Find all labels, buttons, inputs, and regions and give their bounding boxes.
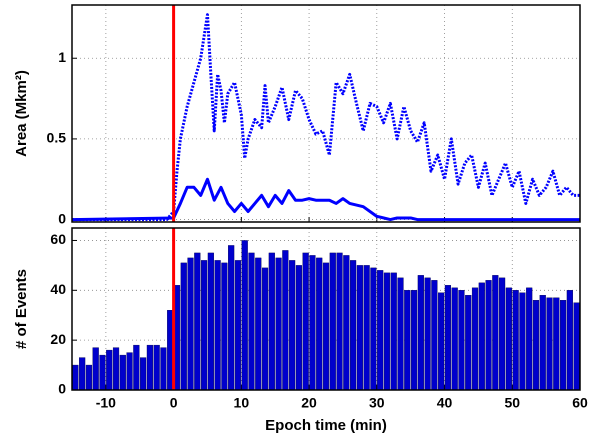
bar (377, 270, 384, 391)
plot-frame (71, 227, 581, 391)
bar (92, 347, 99, 391)
bar (458, 290, 465, 391)
bar (451, 287, 458, 391)
bar (72, 364, 79, 391)
bar (356, 265, 363, 391)
bar (471, 287, 479, 391)
bar (207, 252, 214, 391)
bar (397, 277, 404, 391)
bar (85, 364, 93, 391)
y-axis-label: Area (Mkm²) (13, 70, 30, 157)
y-tick-label: 1 (58, 49, 66, 65)
y-tick-label: 60 (50, 231, 66, 247)
bar (106, 349, 113, 391)
bar (485, 280, 492, 391)
line (71, 177, 580, 222)
bar (431, 280, 438, 391)
bar (275, 257, 282, 391)
bar (492, 275, 499, 391)
bar (140, 357, 147, 391)
y-tick-label: 40 (50, 281, 66, 297)
bar (329, 252, 336, 391)
bar (559, 300, 567, 391)
bar (79, 357, 86, 391)
bar (302, 252, 309, 391)
bar (370, 267, 377, 391)
bar (512, 290, 519, 391)
bar (126, 352, 133, 391)
bar (404, 290, 411, 391)
bar (383, 272, 391, 391)
x-tick-label: 30 (369, 395, 385, 411)
bar (417, 275, 424, 391)
bar (295, 265, 302, 391)
bar (282, 250, 289, 391)
bar (261, 267, 269, 391)
bar (519, 292, 526, 391)
bar (160, 347, 167, 391)
x-axis-label: Epoch time (min) (265, 417, 387, 434)
y-tick-label: 0.5 (47, 130, 67, 146)
bar (546, 297, 553, 391)
bar (322, 262, 330, 391)
bar (228, 245, 235, 391)
x-tick-label: -10 (96, 395, 116, 411)
bar (363, 265, 370, 391)
y-tick-label: 0 (58, 381, 66, 397)
bar (268, 252, 275, 391)
bar (289, 260, 296, 391)
bar (316, 257, 323, 391)
bar (112, 347, 120, 391)
bar (424, 277, 431, 391)
x-tick-label: 50 (504, 395, 520, 411)
bar (438, 292, 445, 391)
bar (119, 354, 126, 391)
x-tick-label: 0 (170, 395, 178, 411)
bar (336, 252, 343, 391)
bar (194, 252, 201, 391)
bar (309, 255, 316, 391)
bar (573, 302, 580, 391)
bar (505, 287, 512, 391)
line (72, 13, 580, 222)
bar (444, 285, 452, 391)
bar (241, 240, 248, 391)
bar (566, 290, 573, 391)
bar (343, 255, 350, 391)
y-tick-label: 0 (58, 210, 66, 226)
bar (553, 297, 560, 391)
x-tick-label: 10 (234, 395, 250, 411)
x-tick-label: 60 (572, 395, 588, 411)
bar (526, 287, 533, 391)
bar (499, 277, 506, 391)
y-axis-label: # of Events (13, 269, 30, 349)
bar (221, 262, 228, 391)
bar (390, 272, 397, 391)
bar (410, 290, 418, 391)
plot-frame (71, 4, 581, 223)
bar (465, 295, 472, 391)
bar (255, 257, 262, 391)
bar (187, 257, 194, 391)
bar (234, 260, 242, 391)
y-tick-label: 20 (50, 331, 66, 347)
bar (133, 344, 140, 391)
bar (214, 260, 221, 391)
bar (532, 300, 540, 391)
bar (478, 282, 485, 391)
x-tick-label: 40 (437, 395, 453, 411)
bar (200, 260, 208, 391)
bar (153, 344, 160, 391)
x-tick-label: 20 (301, 395, 317, 411)
bar (350, 260, 357, 391)
bar (539, 295, 546, 391)
bar (146, 344, 153, 391)
bar (180, 262, 187, 391)
bar (99, 354, 106, 391)
bar (248, 252, 255, 391)
